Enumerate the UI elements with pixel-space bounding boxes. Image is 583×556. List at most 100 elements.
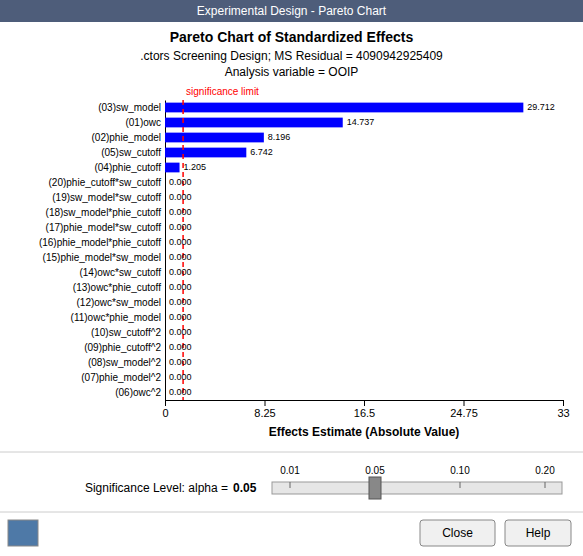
sig-level-value: 0.05: [233, 481, 257, 495]
y-tick-label: (01)owc: [125, 117, 161, 128]
data-label: 0.000: [169, 237, 192, 247]
x-tick-mark: [165, 400, 166, 406]
icon: [8, 520, 38, 546]
bars: [165, 100, 523, 400]
chart-subtitle: Analysis variable = OOIP: [225, 65, 359, 79]
chart-title: Pareto Chart of Standardized Effects: [170, 29, 414, 45]
bar: [165, 298, 166, 308]
x-tick-label: 16.5: [354, 407, 375, 419]
data-label: 0.000: [169, 282, 192, 292]
slider-tick: [460, 482, 461, 488]
data-label: 0.000: [169, 177, 192, 187]
y-tick: (01)owc: [125, 117, 161, 128]
bar: [165, 163, 180, 173]
bar: [165, 178, 166, 188]
y-tick-label: (02)phie_model: [92, 132, 162, 143]
y-tick-label: (05)sw_cutoff: [101, 147, 161, 158]
sig-level-text: Significance Level: alpha =: [85, 481, 228, 495]
x-tick: 0: [162, 400, 168, 419]
bar: [165, 313, 166, 323]
y-tick-label: (09)phie_cutoff^2: [84, 342, 161, 353]
data-labels: 29.71214.7378.1966.7421.2050.0000.0000.0…: [169, 102, 555, 397]
button[interactable]: [420, 520, 495, 546]
data-label: 1.205: [184, 162, 207, 172]
button[interactable]: [505, 520, 571, 546]
chart-subtitle: .ctors Screening Design; MS Residual = 4…: [140, 49, 443, 63]
y-tick: (17)phie_model*sw_cutoff: [46, 222, 162, 233]
data-label: 0.000: [169, 387, 192, 397]
bar: [165, 343, 166, 353]
slider-tick-label: 0.05: [365, 465, 385, 476]
y-axis-line: [165, 101, 166, 401]
y-tick-label: (11)owc*phie_model: [71, 312, 161, 323]
data-label: 0.000: [169, 192, 192, 202]
x-tick-label: 0: [162, 407, 168, 419]
y-tick-label: (08)sw_model^2: [88, 357, 161, 368]
bar: [165, 193, 166, 203]
bar: [165, 118, 343, 128]
page: Experimental Design - Pareto ChartPareto…: [0, 0, 583, 556]
data-label: 0.000: [169, 357, 192, 367]
data-label: 0.000: [169, 222, 192, 232]
y-tick-label: (17)phie_model*sw_cutoff: [46, 222, 162, 233]
data-label: 0.000: [169, 207, 192, 217]
data-label: 6.742: [250, 147, 273, 157]
x-axis: 0 8.25 16.5 24.75 33: [162, 400, 569, 419]
y-tick: (18)sw_model*phie_cutoff: [46, 207, 162, 218]
data-label: 0.000: [169, 312, 192, 322]
slider-tick-label: 0.10: [450, 465, 470, 476]
slider-tick: [290, 482, 291, 488]
y-tick: (20)phie_cutoff*sw_cutoff: [49, 177, 162, 188]
y-tick: (09)phie_cutoff^2: [84, 342, 161, 353]
data-label: 8.196: [268, 132, 291, 142]
y-tick-label: (03)sw_model: [98, 102, 161, 113]
x-tick-label: 24.75: [450, 407, 478, 419]
y-tick-label: (14)owc*sw_cutoff: [79, 267, 161, 278]
bar: [165, 103, 523, 113]
y-axis: (03)sw_model (01)owc (02)phie_model (05)sw_…: [39, 101, 166, 401]
x-axis-line: [166, 401, 564, 407]
y-tick: (02)phie_model: [92, 132, 162, 143]
y-tick: (12)owc*sw_model: [77, 297, 161, 308]
y-tick: (16)phie_model*phie_cutoff: [39, 237, 161, 248]
button-label[interactable]: Close: [442, 526, 473, 540]
x-tick-mark: [265, 400, 266, 406]
y-tick-label: (07)phie_model^2: [81, 372, 161, 383]
data-label: 0.000: [169, 372, 192, 382]
y-tick: (15)phie_model*sw_model: [43, 252, 161, 263]
y-tick: (19)sw_model*sw_cutoff: [52, 192, 161, 203]
bar: [165, 238, 166, 248]
button-label[interactable]: Help: [526, 526, 551, 540]
bar: [165, 388, 166, 398]
x-tick-mark: [563, 400, 564, 406]
y-tick: (06)owc^2: [115, 387, 161, 398]
data-label: 0.000: [169, 342, 192, 352]
slider-tick-label: 0.01: [280, 465, 300, 476]
y-tick: (11)owc*phie_model: [71, 312, 161, 323]
data-label: 0.000: [169, 252, 192, 262]
bar: [165, 208, 166, 218]
x-tick: 16.5: [354, 400, 375, 419]
y-tick-label: (13)owc*phie_cutoff: [73, 282, 161, 293]
bar: [165, 148, 246, 158]
x-tick: 33: [557, 400, 569, 419]
window: Experimental Design - Pareto ChartPareto…: [0, 0, 583, 556]
plot: 0 8.25 16.5 24.75 33 (03)sw_model (01)owc (02)p…: [39, 101, 570, 419]
data-label: 0.000: [169, 327, 192, 337]
significance-line: [182, 100, 184, 400]
data-label: 14.737: [347, 117, 375, 127]
y-tick-label: (16)phie_model*phie_cutoff: [39, 237, 161, 248]
data-label: 0.000: [169, 297, 192, 307]
y-tick: (10)sw_cutoff^2: [91, 327, 162, 338]
y-tick-label: (20)phie_cutoff*sw_cutoff: [49, 177, 162, 188]
slider-handle[interactable]: [369, 477, 381, 499]
data-label: 0.000: [169, 267, 192, 277]
bar: [165, 223, 166, 233]
title-bar: [0, 0, 583, 22]
y-tick-label: (19)sw_model*sw_cutoff: [52, 192, 161, 203]
separator: [0, 512, 583, 513]
bar: [165, 253, 166, 263]
bar: [165, 133, 264, 143]
slider-track[interactable]: [272, 482, 562, 494]
x-tick: 8.25: [254, 400, 275, 419]
